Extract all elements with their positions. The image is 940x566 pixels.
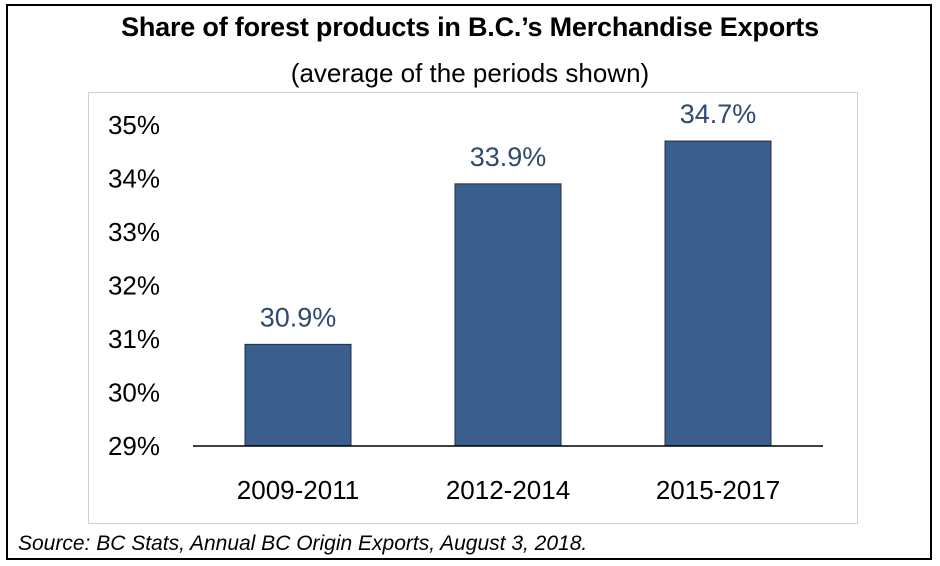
y-tick-label: 29%	[108, 431, 160, 461]
y-tick-label: 30%	[108, 378, 160, 408]
bar	[454, 183, 562, 447]
data-label: 33.9%	[470, 142, 547, 172]
y-tick-label: 34%	[108, 164, 160, 194]
y-tick-label: 33%	[108, 217, 160, 247]
y-tick-label: 35%	[108, 110, 160, 140]
bar	[664, 140, 772, 447]
chart-title: Share of forest products in B.C.’s Merch…	[121, 12, 819, 42]
y-tick-label: 31%	[108, 324, 160, 354]
bar	[244, 343, 352, 447]
chart-subtitle: (average of the periods shown)	[290, 58, 650, 88]
x-tick-label: 2012-2014	[446, 475, 570, 505]
x-tick-label: 2015-2017	[656, 475, 780, 505]
data-label: 30.9%	[260, 302, 337, 332]
y-tick-label: 32%	[108, 271, 160, 301]
data-label: 34.7%	[680, 99, 757, 129]
plot-area-frame	[88, 92, 858, 524]
source-note: Source: BC Stats, Annual BC Origin Expor…	[18, 532, 588, 555]
x-tick-label: 2009-2011	[237, 475, 359, 505]
figure-frame	[6, 4, 932, 560]
